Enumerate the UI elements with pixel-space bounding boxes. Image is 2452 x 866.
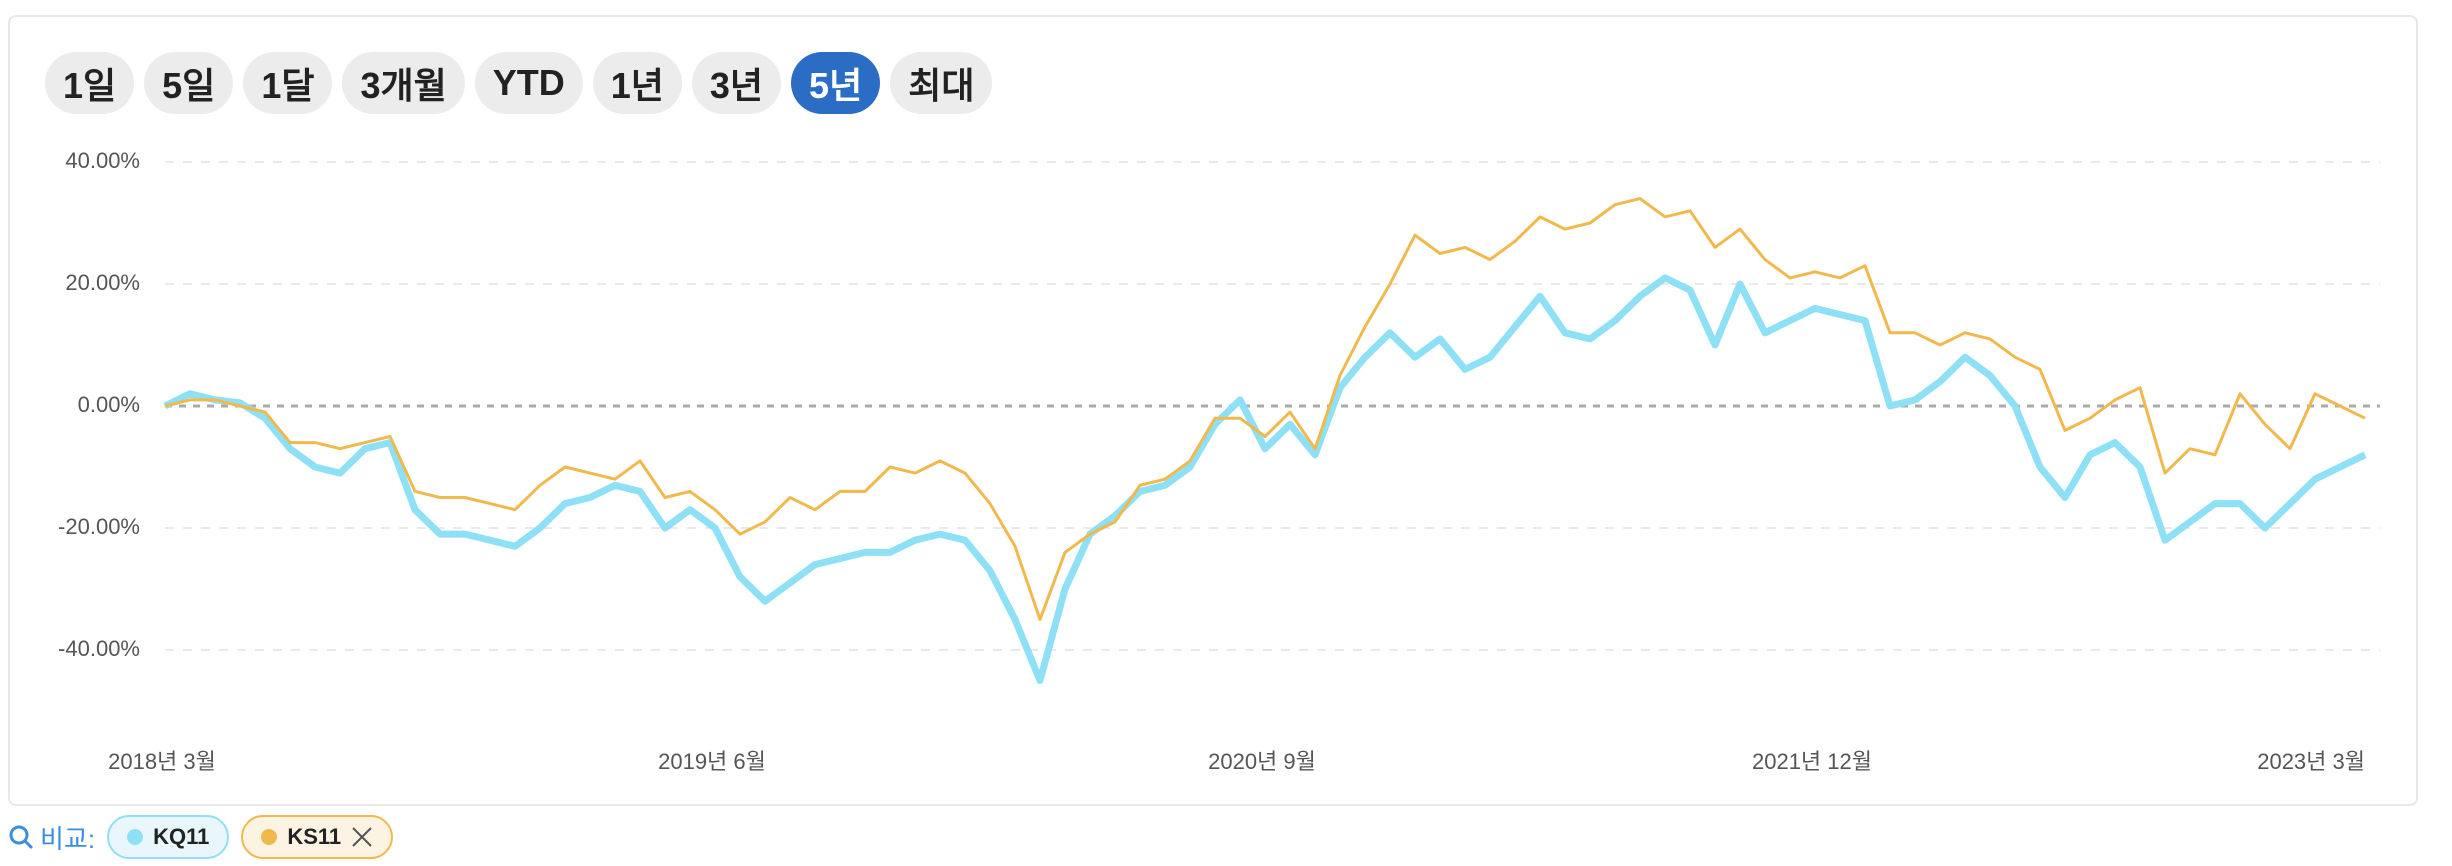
compare-bar: 비교: KQ11 KS11: [8, 815, 394, 859]
y-tick-label: 40.00%: [65, 148, 140, 173]
chip-dot: [127, 829, 144, 845]
search-icon: [9, 825, 34, 850]
range-button[interactable]: 3개월: [342, 52, 465, 114]
range-button[interactable]: 5년: [791, 52, 881, 114]
compare-label-wrap: 비교:: [8, 819, 95, 856]
series-line: [163, 274, 2367, 684]
remove-stroke: [352, 827, 372, 847]
x-tick-label: 2020년 9월: [1208, 749, 1316, 774]
compare-chip[interactable]: KS11: [241, 815, 394, 859]
remove-icon[interactable]: [351, 826, 373, 848]
chart-card: [8, 15, 2418, 806]
x-tick-label: 2018년 3월: [108, 749, 216, 774]
range-button[interactable]: 1일: [45, 52, 135, 114]
chip-dot: [261, 829, 278, 845]
y-tick-label: -20.00%: [58, 514, 140, 539]
y-tick-label: -40.00%: [58, 636, 140, 661]
x-tick-label: 2019년 6월: [658, 749, 766, 774]
chip-name: KQ11: [153, 824, 210, 849]
range-button[interactable]: 3년: [691, 52, 782, 114]
range-button[interactable]: 5일: [144, 52, 234, 114]
x-tick-label: 2021년 12월: [1752, 749, 1872, 774]
compare-label: 비교:: [40, 823, 96, 854]
compare-chip[interactable]: KQ11: [107, 815, 230, 859]
range-buttons: 1일 5일 1달 3개월 YTD 1년 3년 5년 최대: [45, 52, 993, 114]
range-button[interactable]: 최대: [890, 52, 993, 114]
y-tick-label: 0.00%: [78, 392, 140, 417]
x-tick-label: 2023년 3월: [2257, 749, 2365, 774]
y-tick-label: 20.00%: [65, 270, 140, 295]
range-button[interactable]: YTD: [474, 52, 583, 114]
range-button[interactable]: 1달: [243, 52, 333, 114]
chip-name: KS11: [287, 824, 342, 849]
series-line: [164, 197, 2366, 621]
range-button[interactable]: 1년: [592, 52, 682, 114]
